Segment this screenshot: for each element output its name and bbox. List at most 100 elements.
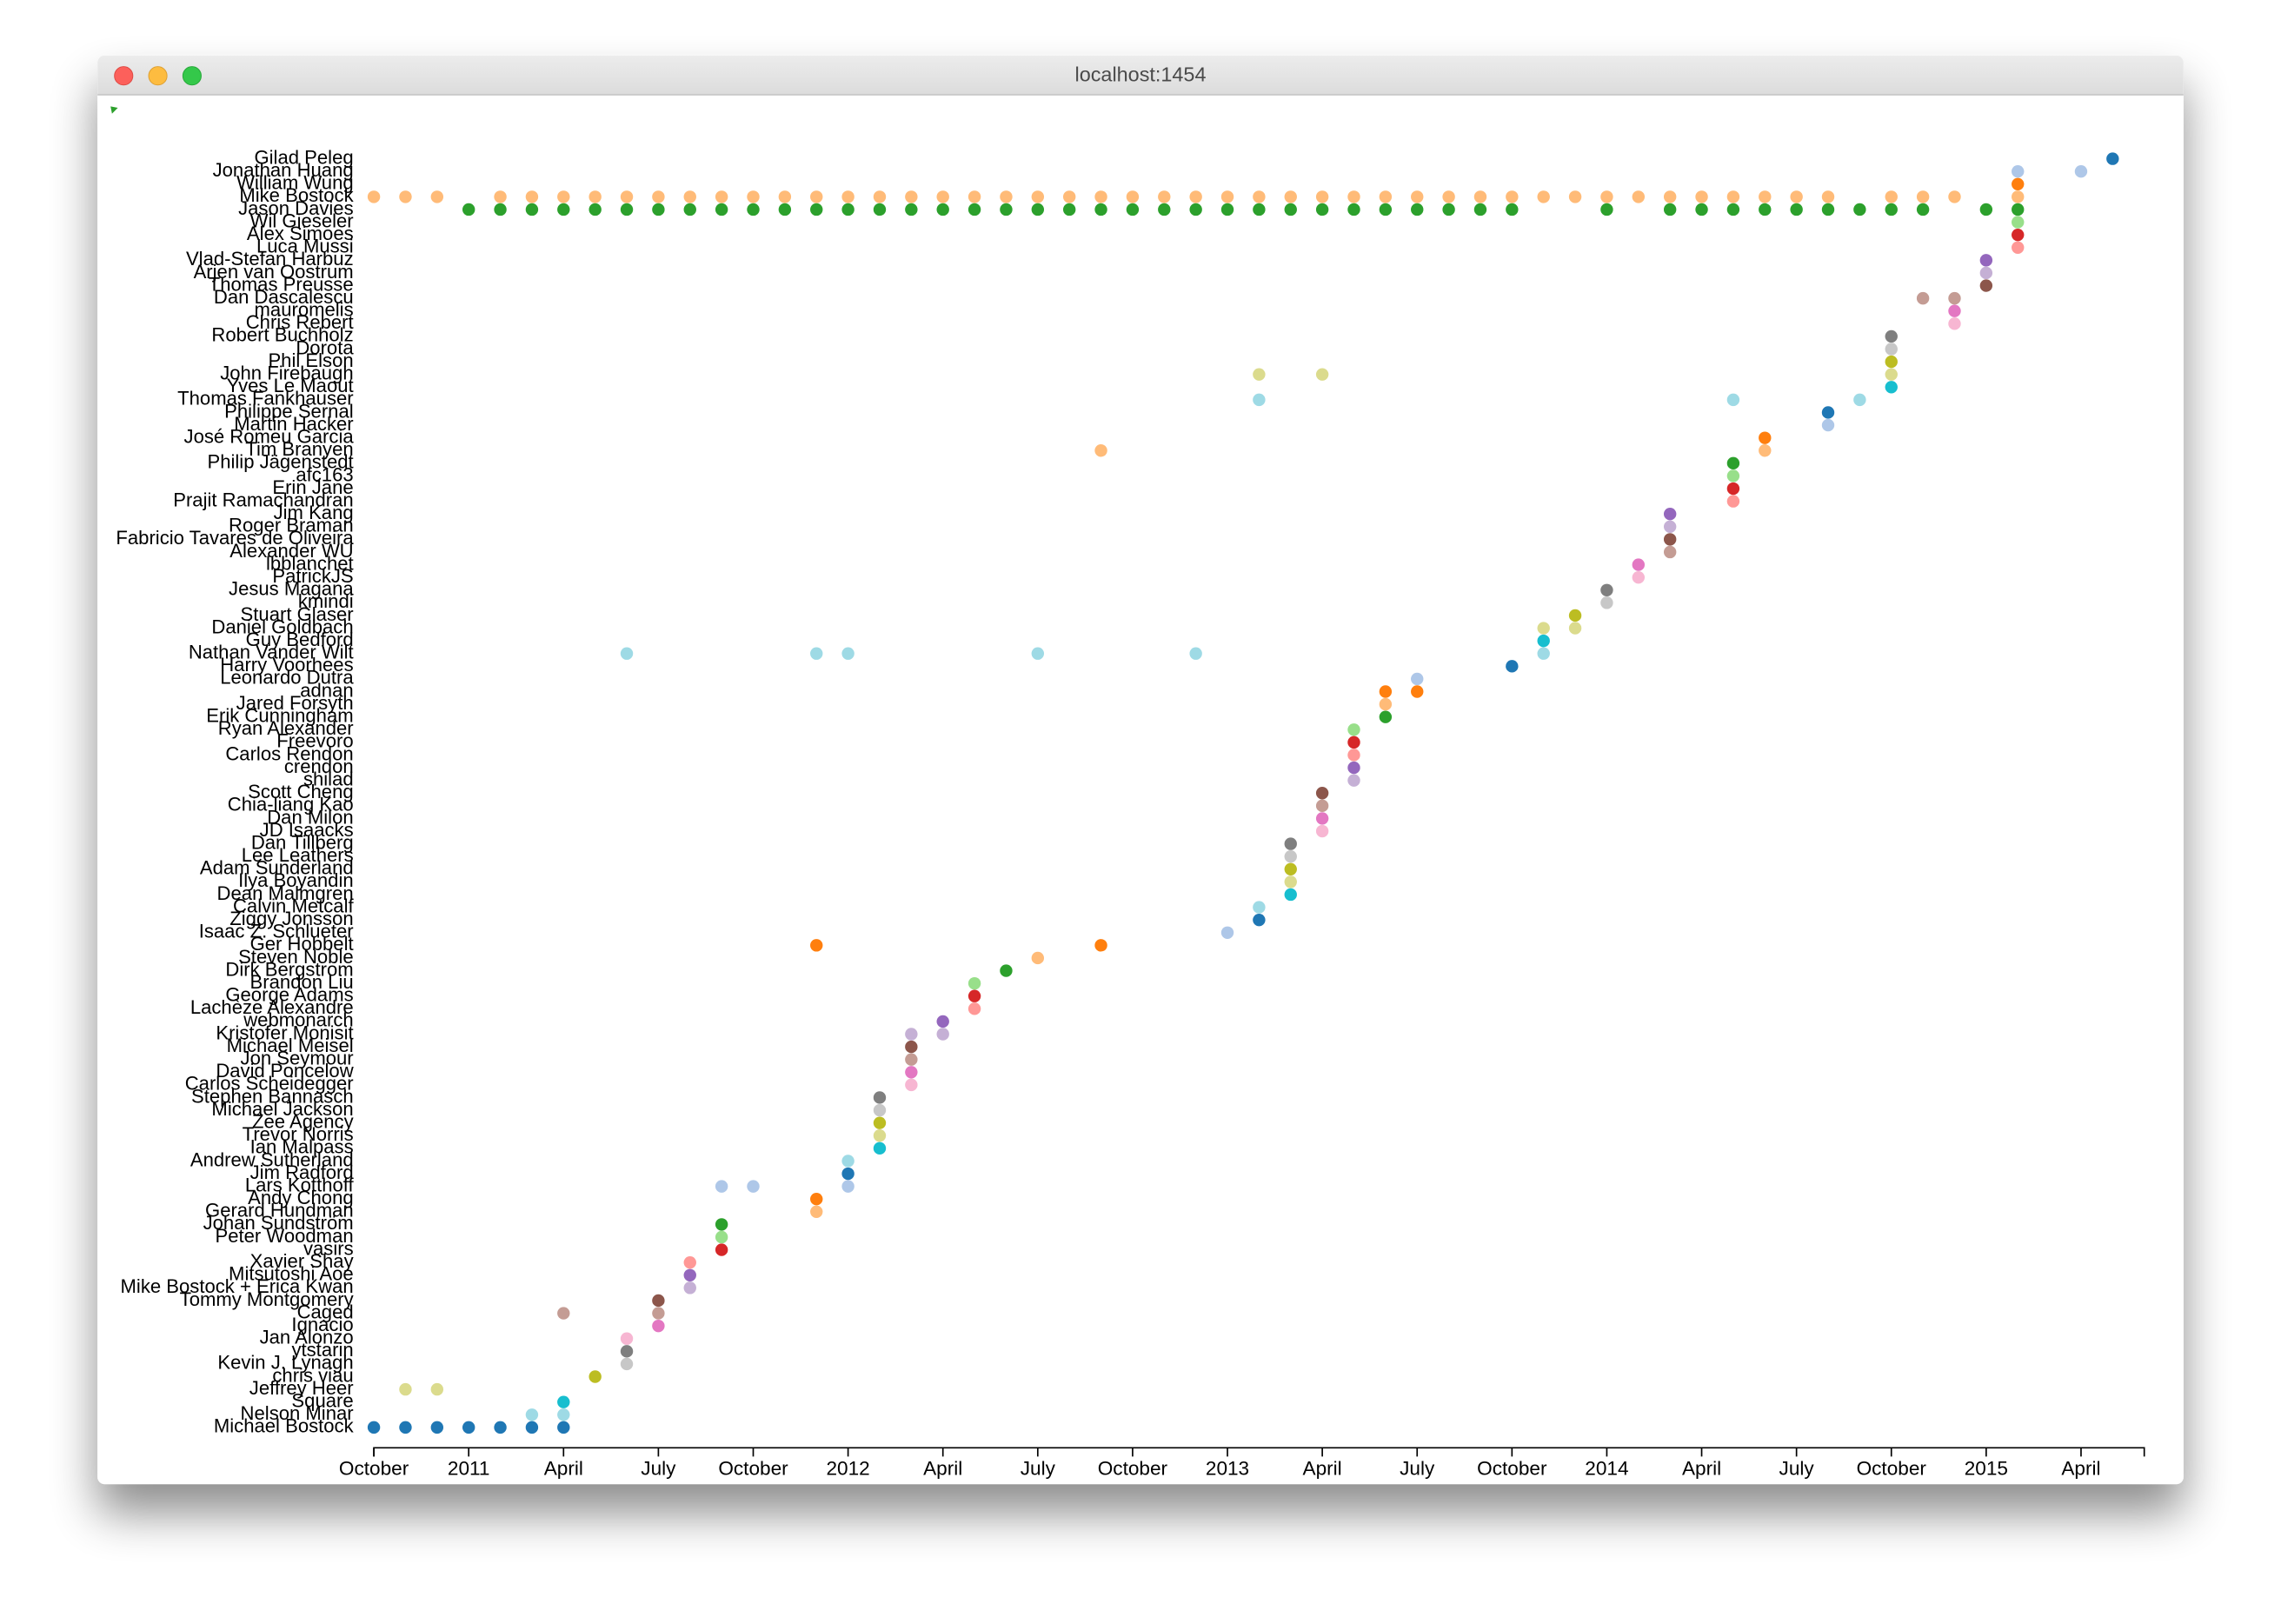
commit-dot [1663,508,1677,521]
commit-dot [1220,190,1234,203]
y-tick-label: Chris Rebert [246,311,354,333]
y-tick-label: Gilad Peleg [254,146,353,168]
commit-dot [1726,456,1740,470]
commit-dot [1506,203,1519,216]
commit-dot [715,1230,728,1244]
y-tick-label: Isaac Z. Schlueter [199,921,354,942]
commit-dot [1253,368,1266,381]
commit-dot [810,939,823,952]
commit-dot [1094,203,1107,216]
commit-dot [1253,203,1266,216]
commit-dot [873,1091,887,1104]
commit-dot [1284,875,1297,889]
y-tick-label: ytstarin [291,1339,353,1361]
y-tick-label: Michael Bostock [214,1415,355,1437]
commit-dot [873,1116,887,1129]
y-tick-label: Philippe Sernal [224,400,354,422]
x-tick-label: October [339,1457,409,1479]
y-tick-label: Mike Bostock + Erica Kwan [121,1275,354,1297]
zoom-button[interactable] [182,66,202,86]
commit-dot [715,203,728,216]
y-tick-label: Stephen Bannasch [191,1085,354,1107]
commit-dot [1600,203,1613,216]
y-tick-label: Kristofer Monisit [216,1022,353,1043]
window-title: localhost:1454 [1075,63,1207,85]
y-tick-label: JD Isaacks [260,819,354,841]
y-tick-label: Jeffrey Heer [249,1377,354,1399]
commit-dot [715,1180,728,1193]
commit-dot [1600,596,1613,609]
commit-dot [1473,190,1487,203]
y-tick-label: Brandon Liu [250,971,354,993]
commit-dot [968,190,981,203]
y-tick-label: George Adams [225,984,353,1006]
commit-dot [1568,622,1582,635]
minimize-button[interactable] [148,66,168,86]
commit-dot [1220,203,1234,216]
y-tick-label: Adam Sunderland [200,857,354,879]
commit-dot [1663,533,1677,546]
x-tick-label: 2015 [1965,1457,2008,1479]
commit-dot [2012,228,2025,242]
commit-dot [494,1421,507,1434]
y-tick-label: Scott Cheng [248,781,354,802]
commit-dot [1379,697,1393,711]
commit-dot [2012,203,2025,216]
commit-dot [810,190,823,203]
y-tick-label: Kevin J. Lynagh [217,1352,353,1374]
y-tick-label: Xavier Shay [250,1250,354,1272]
x-tick-label: October [718,1457,788,1479]
y-tick-label: Chia-liang Kao [228,794,354,815]
commit-dot [968,976,981,990]
commit-dot [557,1408,570,1421]
y-tick-label: Ignacio [291,1314,353,1335]
commit-dot [1315,799,1329,813]
commit-dot [399,190,412,203]
y-tick-label: Tim Branyen [245,438,353,460]
commit-dot [589,203,602,216]
commit-dot [1379,685,1393,698]
commit-dot [968,1002,981,1015]
commit-dot [1031,647,1045,660]
commit-dot [1189,203,1202,216]
commit-dot [1726,495,1740,508]
commit-dot [683,203,696,216]
commit-dot [2074,165,2088,178]
commit-dot [1411,672,1424,686]
commit-dot [715,1243,728,1256]
y-tick-label: Zee Agency [252,1110,354,1132]
commit-dot [557,1421,570,1434]
commit-dot [1600,583,1613,596]
commit-dot [525,1421,539,1434]
y-tick-label: Erik Cunningham [206,705,353,727]
commit-dot [620,1332,634,1345]
commit-dot [1821,418,1835,432]
commit-dot [367,190,381,203]
y-tick-label: chris viau [272,1364,353,1386]
y-tick-label: Mike Bostock [239,184,354,206]
commit-dot [620,1345,634,1358]
y-tick-label: Prajit Ramachandran [173,489,353,510]
commit-dot [1726,482,1740,496]
y-tick-label: Jim Radford [250,1161,354,1183]
commit-dot [1821,203,1835,216]
y-tick-label: crendon [284,755,354,777]
y-tick-label: afc163 [296,463,353,485]
commit-dot [2106,152,2119,165]
commit-dot [905,1078,918,1092]
x-tick-label: July [1021,1457,1056,1479]
y-tick-label: adnan [300,679,353,701]
y-tick-label: Andrew Sutherland [190,1148,354,1170]
close-button[interactable] [114,66,134,86]
y-tick-label: Luca Mussi [256,236,354,257]
commit-dot [494,203,507,216]
commit-dot [1506,190,1519,203]
commit-dot [1220,926,1234,939]
commit-dot [2012,216,2025,229]
commit-dot [1885,203,1898,216]
commit-dot [1537,190,1550,203]
commit-dot [1663,520,1677,533]
y-tick-label: mauromelis [255,299,354,321]
x-tick-label: April [544,1457,583,1479]
commit-dot [620,203,634,216]
